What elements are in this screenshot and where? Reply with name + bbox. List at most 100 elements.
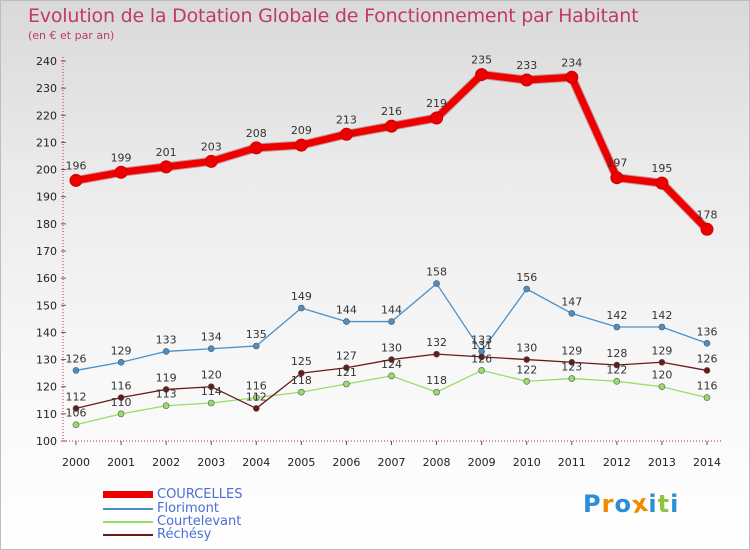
- data-point-courcelles: [249, 141, 263, 155]
- y-tick-label: 200: [36, 164, 57, 177]
- data-label-florimont: 129: [111, 344, 132, 357]
- data-point-rechesy: [568, 358, 576, 366]
- data-point-rechesy: [613, 361, 621, 369]
- data-label-florimont: 126: [66, 352, 87, 365]
- data-label-rechesy: 127: [336, 350, 357, 363]
- x-tick-label: 2010: [513, 456, 541, 469]
- data-label-rechesy: 112: [66, 390, 87, 403]
- data-label-courtelevant: 116: [697, 380, 718, 393]
- y-tick-label: 170: [36, 245, 57, 258]
- x-tick-label: 2009: [468, 456, 496, 469]
- logo-letter: P: [583, 490, 602, 518]
- chart-title: Evolution de la Dotation Globale de Fonc…: [28, 5, 639, 27]
- data-label-courcelles: 178: [697, 208, 718, 221]
- data-point-courcelles: [520, 73, 534, 87]
- logo-letter: t: [657, 490, 671, 518]
- data-point-courtelevant: [568, 375, 576, 382]
- x-tick-label: 2011: [558, 456, 586, 469]
- data-point-courcelles: [655, 176, 669, 190]
- data-label-florimont: 134: [201, 331, 222, 344]
- logo-letter: i: [670, 490, 680, 518]
- data-point-courcelles: [204, 154, 218, 168]
- data-label-rechesy: 132: [426, 336, 447, 349]
- data-label-courcelles: 235: [471, 54, 492, 67]
- data-label-courcelles: 197: [606, 157, 627, 170]
- data-label-florimont: 147: [561, 295, 582, 308]
- data-label-florimont: 158: [426, 266, 447, 279]
- data-label-rechesy: 126: [697, 352, 718, 365]
- y-tick-label: 150: [36, 299, 57, 312]
- data-label-rechesy: 112: [246, 390, 267, 403]
- data-point-courtelevant: [298, 388, 305, 396]
- data-point-courcelles: [294, 138, 308, 152]
- data-point-rechesy: [433, 350, 440, 358]
- y-tick-label: 180: [36, 218, 57, 231]
- data-label-rechesy: 128: [606, 347, 627, 360]
- data-point-florimont: [613, 323, 621, 331]
- legend-label: Courtelevant: [157, 514, 242, 529]
- data-label-florimont: 135: [246, 328, 267, 341]
- data-label-courcelles: 233: [516, 59, 537, 72]
- data-label-rechesy: 116: [111, 380, 132, 393]
- legend: COURCELLES Florimont Courtelevant Réchésy: [103, 487, 242, 541]
- data-point-courtelevant: [523, 377, 531, 385]
- x-tick-label: 2014: [693, 456, 721, 469]
- data-point-rechesy: [478, 353, 485, 361]
- data-point-rechesy: [252, 405, 260, 412]
- logo-letter: r: [601, 490, 615, 518]
- data-point-rechesy: [207, 383, 215, 391]
- legend-item-courtelevant: Courtelevant: [103, 515, 242, 528]
- data-label-courtelevant: 113: [156, 388, 177, 401]
- data-label-rechesy: 130: [516, 342, 537, 355]
- y-tick-label: 100: [36, 435, 57, 448]
- series-lines: [69, 68, 714, 429]
- data-point-courtelevant: [388, 372, 395, 380]
- data-label-courtelevant: 123: [561, 361, 582, 374]
- data-label-courcelles: 209: [291, 124, 312, 137]
- legend-label: Florimont: [157, 501, 219, 516]
- y-tick-label: 240: [36, 55, 57, 68]
- data-point-rechesy: [72, 405, 80, 412]
- data-label-florimont: 133: [156, 333, 177, 346]
- data-label-courcelles: 219: [426, 97, 447, 110]
- data-label-courtelevant: 124: [381, 358, 402, 371]
- x-tick-label: 2005: [287, 456, 315, 469]
- data-point-florimont: [117, 358, 125, 366]
- data-point-courcelles: [385, 119, 398, 133]
- y-tick-label: 220: [36, 109, 57, 122]
- legend-item-courcelles: COURCELLES: [103, 487, 242, 502]
- y-tick-label: 130: [36, 354, 57, 367]
- data-point-florimont: [207, 345, 215, 353]
- data-label-florimont: 142: [651, 309, 672, 322]
- data-label-rechesy: 129: [651, 344, 672, 357]
- data-label-florimont: 144: [336, 304, 357, 317]
- legend-swatch: [103, 491, 153, 498]
- data-label-rechesy: 130: [381, 342, 402, 355]
- data-point-courtelevant: [252, 394, 260, 401]
- data-point-courcelles: [610, 171, 624, 185]
- data-label-courcelles: 234: [561, 56, 582, 69]
- data-label-rechesy: 120: [201, 369, 222, 382]
- data-label-florimont: 142: [606, 309, 627, 322]
- data-point-courtelevant: [433, 388, 440, 396]
- data-label-florimont: 136: [697, 325, 718, 338]
- data-point-florimont: [343, 318, 350, 325]
- data-label-courtelevant: 114: [201, 385, 222, 398]
- y-tick-label: 190: [36, 191, 57, 204]
- legend-label: COURCELLES: [157, 487, 243, 502]
- data-label-courcelles: 208: [246, 127, 267, 140]
- data-label-courtelevant: 122: [606, 363, 627, 376]
- data-point-courtelevant: [162, 402, 170, 410]
- data-label-courtelevant: 118: [426, 374, 447, 387]
- data-point-courtelevant: [343, 380, 350, 388]
- data-point-courcelles: [565, 70, 579, 84]
- data-point-rechesy: [388, 356, 395, 363]
- data-point-rechesy: [523, 356, 531, 363]
- data-point-courtelevant: [72, 421, 80, 429]
- data-label-courtelevant: 126: [471, 352, 492, 365]
- data-point-courtelevant: [703, 394, 711, 401]
- y-tick-label: 120: [36, 381, 57, 394]
- y-tick-label: 210: [36, 136, 57, 149]
- data-point-rechesy: [658, 358, 666, 366]
